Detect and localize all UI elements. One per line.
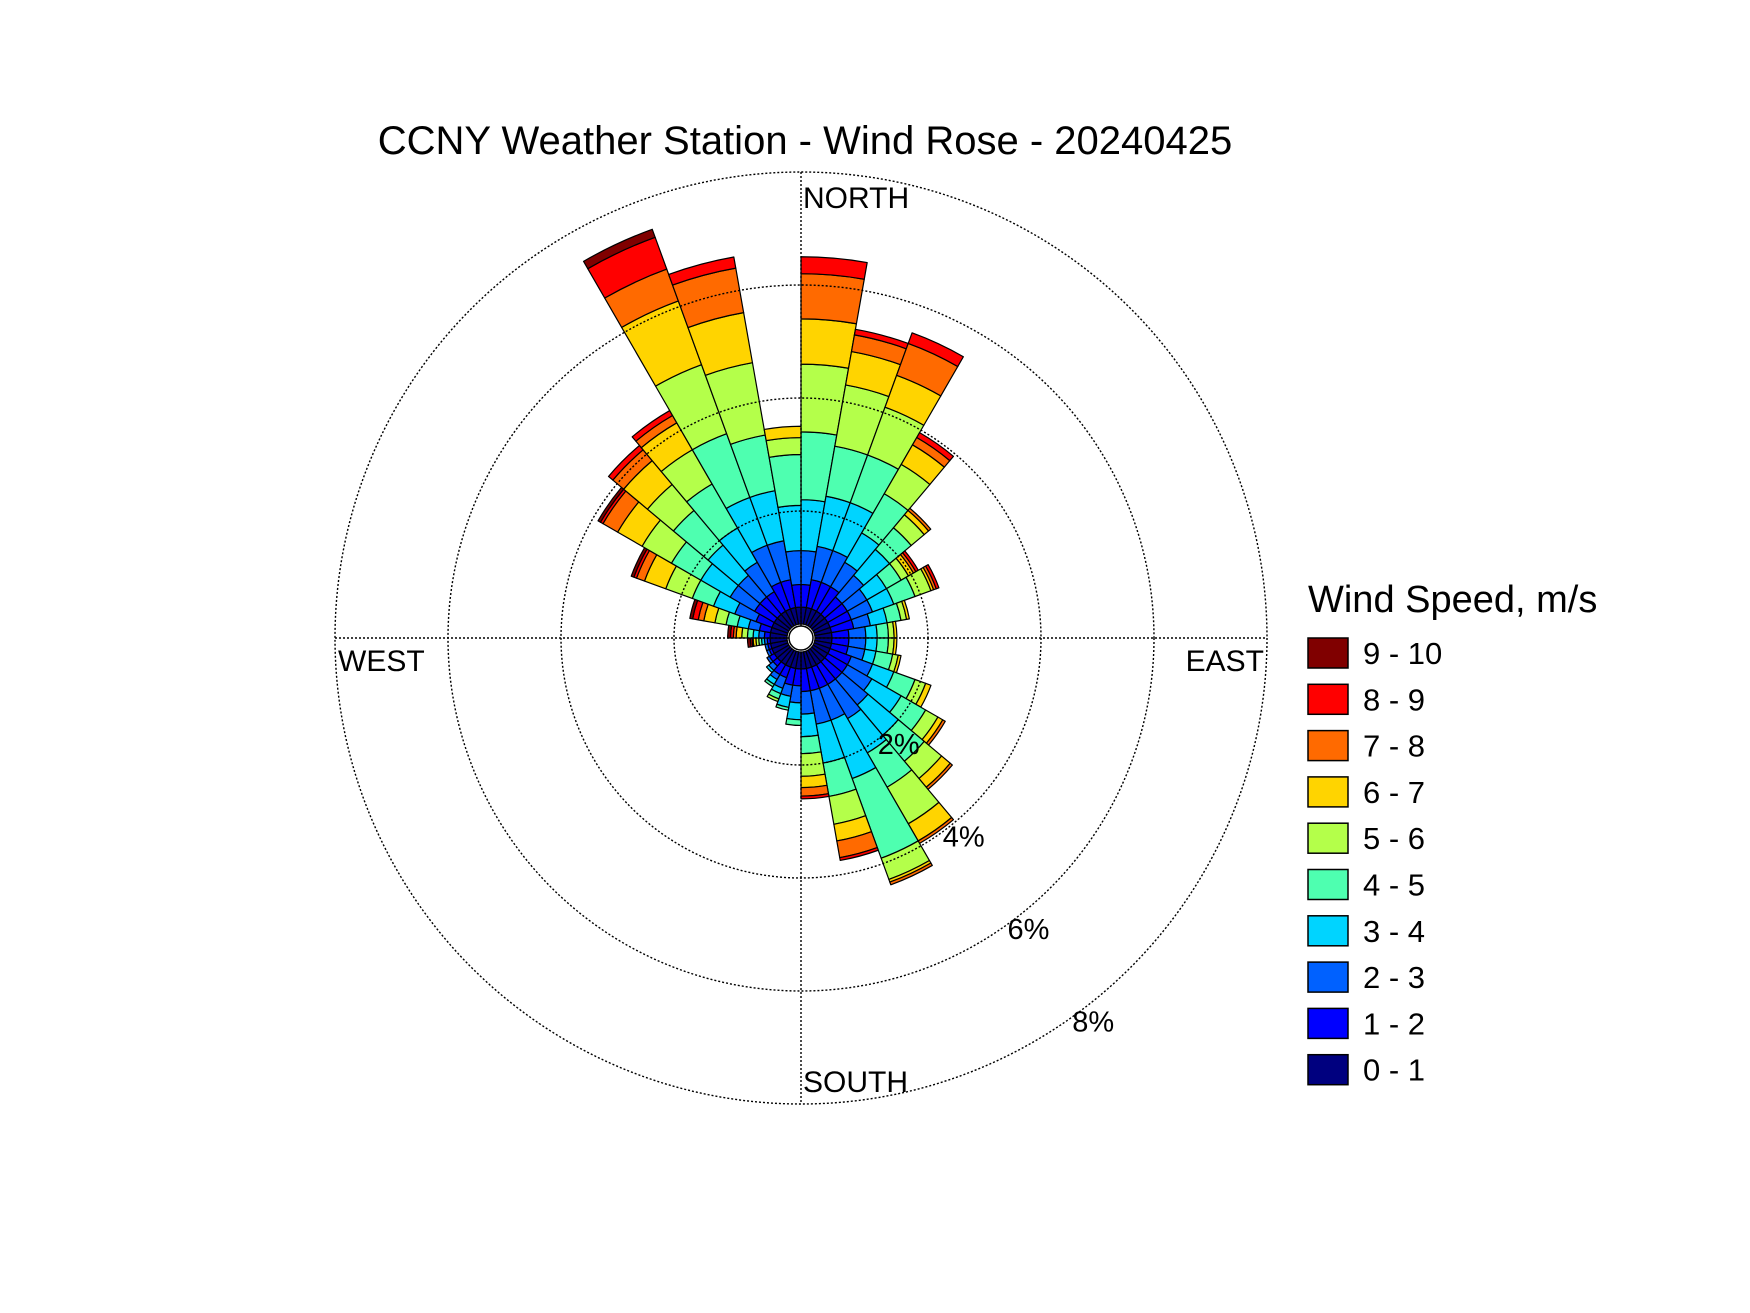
legend-swatch — [1307, 776, 1349, 808]
legend-label: 1 - 2 — [1363, 1006, 1425, 1041]
legend: 9 - 10 8 - 9 7 - 8 6 - 7 5 - 6 4 - 5 3 - 4 2 - … — [1307, 636, 1442, 1088]
rose-bars — [582, 228, 964, 886]
rose-segment-5-bin-7 — [800, 273, 865, 325]
rose-segment-205-bin-5 — [766, 693, 780, 703]
legend-label: 5 - 6 — [1363, 821, 1425, 856]
legend-title: Wind Speed, m/s — [1308, 579, 1597, 621]
rose-segment-215-bin-4 — [764, 678, 775, 688]
legend-label: 3 - 4 — [1363, 914, 1425, 949]
legend-label: 8 - 9 — [1363, 682, 1425, 717]
rose-segment-195-bin-4 — [775, 703, 790, 711]
label-north: NORTH — [803, 182, 909, 215]
rose-segment-45-bin-7 — [907, 507, 932, 532]
rose-segment-25-bin-8 — [907, 332, 964, 368]
rose-segment-95-bin-4 — [875, 637, 890, 654]
rose-segment-335-bin-9 — [582, 228, 656, 270]
chart-title: CCNY Weather Station - Wind Rose - 20240… — [378, 119, 1233, 163]
ring-label-6: 6% — [1008, 914, 1050, 946]
rose-segment-175-bin-4 — [800, 734, 822, 755]
label-west: WEST — [338, 645, 425, 678]
grid-ring-8 — [334, 171, 1268, 1105]
label-east: EAST — [1186, 645, 1264, 678]
rose-segment-85-bin-4 — [875, 622, 890, 639]
legend-label: 0 - 1 — [1363, 1053, 1425, 1088]
rose-segment-85-bin-3 — [864, 624, 878, 639]
rose-segment-185-bin-4 — [785, 717, 802, 727]
legend-swatch — [1307, 961, 1349, 993]
ring-label-2: 2% — [878, 729, 920, 761]
rose-segment-65-bin-8 — [925, 564, 940, 590]
legend-label: 4 - 5 — [1363, 868, 1425, 903]
rose-segment-165-bin-8 — [839, 847, 879, 862]
legend-swatch — [1307, 822, 1349, 854]
label-south: SOUTH — [803, 1066, 908, 1099]
rose-segment-175-bin-5 — [800, 751, 826, 777]
legend-swatch — [1307, 683, 1349, 716]
rose-segment-5-bin-8 — [800, 256, 868, 280]
legend-label: 9 - 10 — [1363, 636, 1442, 671]
rose-segment-345-bin-8 — [668, 256, 737, 286]
legend-swatch — [1307, 637, 1349, 669]
rose-segment-225-bin-3 — [765, 664, 775, 674]
ring-label-8: 8% — [1072, 1007, 1114, 1039]
legend-swatch — [1307, 1007, 1349, 1040]
rose-segment-5-bin-6 — [800, 318, 858, 369]
legend-swatch — [1307, 1053, 1349, 1086]
legend-label: 2 - 3 — [1363, 960, 1425, 995]
legend-swatch — [1307, 915, 1349, 947]
rose-segment-355-bin-5 — [765, 436, 802, 458]
rose-segment-35-bin-8 — [916, 432, 955, 462]
center-hole — [788, 625, 814, 651]
rose-segment-265-bin-9 — [746, 637, 752, 648]
legend-label: 6 - 7 — [1363, 775, 1425, 810]
rose-segment-155-bin-7 — [889, 862, 933, 886]
rose-segment-75-bin-6 — [901, 599, 910, 620]
legend-swatch — [1307, 729, 1349, 762]
legend-label: 7 - 8 — [1363, 729, 1425, 764]
ring-label-4: 4% — [943, 822, 985, 854]
legend-swatch — [1307, 868, 1349, 901]
rose-segment-275-bin-9 — [727, 624, 733, 639]
